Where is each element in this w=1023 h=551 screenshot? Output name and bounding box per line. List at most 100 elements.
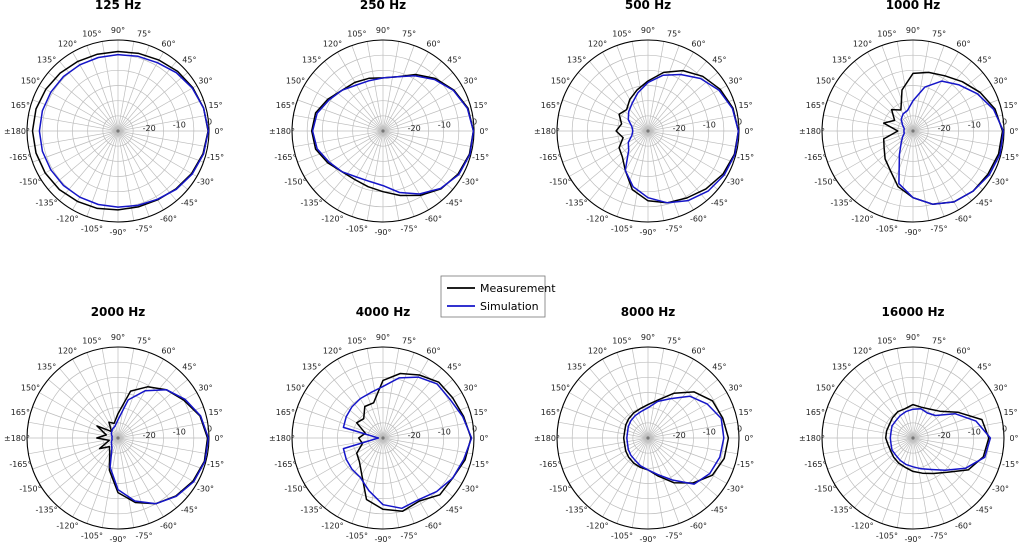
series-line-measurement [615,69,740,204]
radial-tick-label: 0 [207,118,212,127]
angle-tick-label: 105° [347,29,366,38]
angle-tick-label: -165° [539,460,561,469]
legend-label-simulation: Simulation [480,300,539,313]
angle-tick-label: 135° [832,363,851,372]
grid-spoke [616,352,649,439]
grid-spoke [304,130,384,177]
angle-tick-label: 165° [806,101,825,110]
grid-spoke [912,45,945,132]
grid-spoke [867,52,914,132]
angle-tick-label: 60° [161,347,175,356]
series-line-simulation [626,395,725,485]
angle-tick-label: -90° [904,535,921,544]
radial-tick-label: 0 [737,425,742,434]
grid-spoke [578,437,649,497]
grid-spoke [912,437,959,517]
angle-tick-label: -15° [472,460,489,469]
grid-spoke [854,368,914,439]
angle-tick-label: -105° [611,532,633,541]
grid-spoke [631,437,649,528]
angle-tick-label: ±180° [799,127,825,136]
grid-spoke [59,437,119,508]
angle-tick-label: -120° [56,522,78,531]
grid-spoke [32,99,119,132]
grid-spoke [589,368,649,439]
angle-tick-label: 150° [21,384,40,393]
panel-title: 8000 Hz [621,305,676,319]
grid-spoke [117,437,197,484]
grid-spoke [117,437,204,470]
angle-tick-label: -45° [976,198,993,207]
grid-spoke [834,130,914,177]
grid-spoke [834,85,914,132]
grid-spoke [647,130,727,177]
angle-tick-label: 45° [447,363,461,372]
angle-tick-label: -120° [851,215,873,224]
grid-spoke [912,437,930,528]
angle-tick-label: -45° [446,505,463,514]
grid-spoke [647,437,727,484]
grid-spoke [324,61,384,132]
panel-title: 2000 Hz [91,305,146,319]
grid-spoke [647,99,734,132]
grid-spoke [854,130,914,201]
angle-tick-label: -60° [425,522,442,531]
radial-tick-label: -20 [938,431,951,440]
angle-tick-label: 60° [691,347,705,356]
angle-tick-label: 150° [551,384,570,393]
grid-spoke [59,368,119,439]
angle-tick-label: 75° [137,336,151,345]
angle-tick-label: 0° [744,127,753,136]
grid-spoke [827,437,914,470]
grid-spoke [382,130,473,148]
grid-spoke [562,130,649,163]
angle-tick-label: 90° [111,26,125,35]
grid-spoke [48,72,119,132]
angle-tick-label: -75° [401,225,418,234]
grid-spoke [834,392,914,439]
angle-tick-label: -105° [876,532,898,541]
grid-spoke [834,437,914,484]
grid-spoke [912,130,930,221]
grid-spoke [117,52,164,132]
radial-tick-label: -10 [968,428,981,437]
angle-tick-label: 135° [567,56,586,65]
angle-tick-label: 150° [816,384,835,393]
grid-spoke [382,130,400,221]
angle-tick-label: 150° [286,77,305,86]
grid-spoke [896,130,914,221]
grid-spoke [616,45,649,132]
angle-tick-label: 75° [932,29,946,38]
radial-tick-label: -20 [143,431,156,440]
grid-spoke [558,114,649,132]
angle-tick-label: -45° [181,198,198,207]
angle-tick-label: 30° [198,384,212,393]
angle-tick-label: 60° [161,40,175,49]
angle-tick-label: -90° [639,228,656,237]
grid-spoke [881,437,914,524]
radial-tick-label: -20 [408,431,421,440]
angle-tick-label: 165° [276,408,295,417]
grid-spoke [647,130,694,210]
angle-tick-label: 105° [82,336,101,345]
angle-tick-label: -90° [374,228,391,237]
radial-tick-label: -20 [673,124,686,133]
grid-spoke [382,359,429,439]
grid-spoke [382,130,429,210]
grid-spoke [366,41,384,132]
grid-spoke [912,421,1003,439]
grid-spoke [602,437,649,517]
grid-spoke [912,437,1003,455]
angle-tick-label: 15° [474,101,488,110]
angle-tick-label: -135° [831,198,853,207]
radial-tick-label: 0 [1002,425,1007,434]
angle-tick-label: -30° [197,485,214,494]
radial-tick-label: -10 [173,428,186,437]
series-line-simulation [342,376,473,510]
grid-spoke [382,437,453,497]
grid-spoke [382,437,473,455]
angle-tick-label: 150° [286,384,305,393]
grid-spoke [823,114,914,132]
angle-tick-label: 165° [806,408,825,417]
angle-tick-label: -75° [401,532,418,541]
